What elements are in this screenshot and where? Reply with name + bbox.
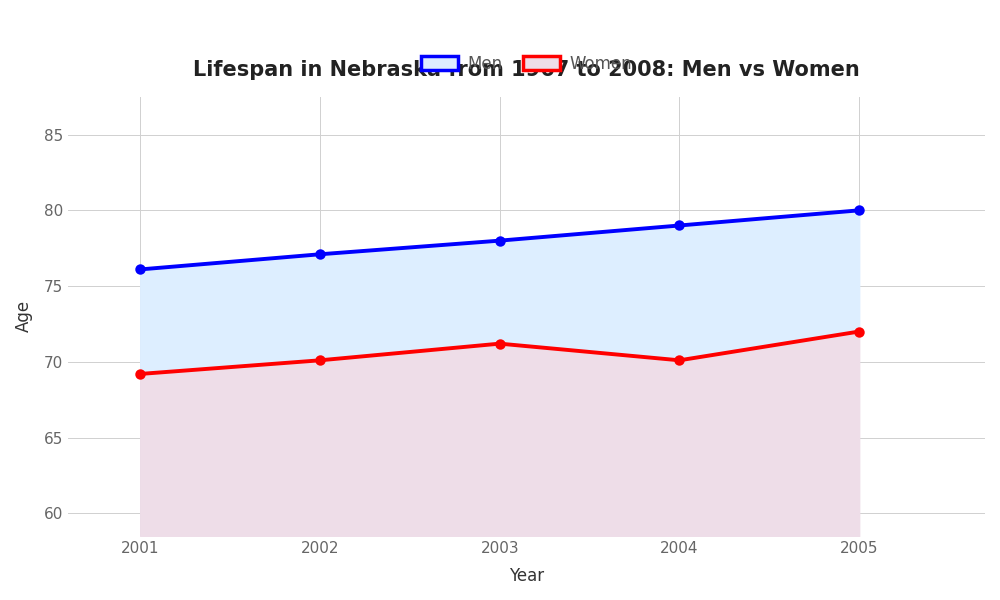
Y-axis label: Age: Age	[15, 301, 33, 332]
Title: Lifespan in Nebraska from 1967 to 2008: Men vs Women: Lifespan in Nebraska from 1967 to 2008: …	[193, 60, 860, 80]
Legend: Men, Women: Men, Women	[414, 48, 639, 79]
X-axis label: Year: Year	[509, 567, 544, 585]
